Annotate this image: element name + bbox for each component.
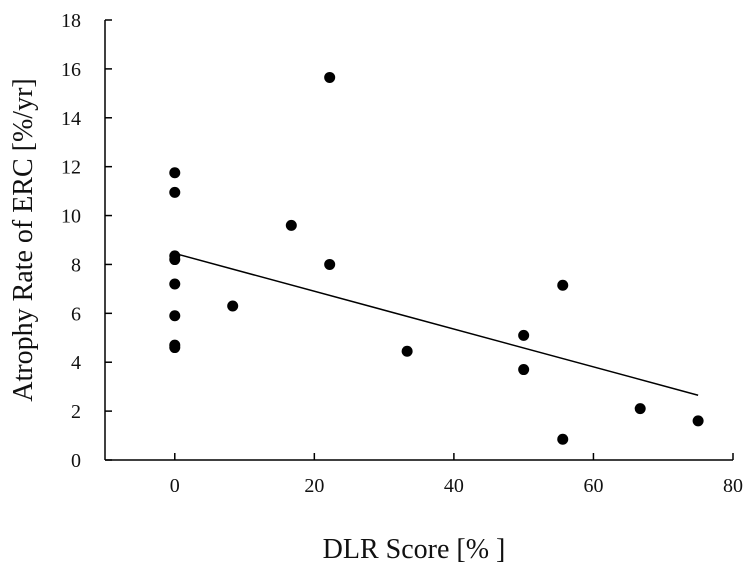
- data-point: [227, 300, 239, 312]
- y-tick-label: 12: [61, 157, 81, 179]
- data-point: [634, 403, 646, 415]
- data-point: [169, 186, 181, 198]
- data-point: [401, 345, 413, 357]
- y-tick-label: 0: [71, 450, 81, 472]
- y-tick-label: 4: [71, 352, 81, 374]
- y-tick-label: 14: [61, 108, 81, 130]
- data-point: [557, 279, 569, 291]
- x-tick-label: 20: [304, 475, 324, 497]
- axes: [104, 20, 733, 461]
- data-point: [169, 167, 181, 179]
- data-point: [169, 342, 181, 354]
- x-ticks: 0 20 40 60 80: [170, 453, 743, 497]
- data-point: [518, 329, 530, 341]
- data-point: [324, 71, 336, 83]
- y-axis-title: Atrophy Rate of ERC [%/yr]: [8, 78, 39, 402]
- data-point: [557, 433, 569, 445]
- y-tick-label: 18: [61, 10, 81, 32]
- x-tick-label: 60: [583, 475, 603, 497]
- y-tick-label: 6: [71, 303, 81, 325]
- y-tick-label: 10: [61, 206, 81, 228]
- data-point: [692, 415, 704, 427]
- y-tick-label: 8: [71, 254, 81, 276]
- y-ticks: 0 2 4 6 8 10 12 14 16 18: [61, 10, 112, 472]
- trend-line: [174, 252, 699, 396]
- data-points: [169, 71, 704, 445]
- x-tick-label: 0: [170, 475, 180, 497]
- data-point: [324, 258, 336, 270]
- y-tick-label: 16: [61, 59, 81, 81]
- data-point: [285, 219, 297, 231]
- x-axis-title: DLR Score [% ]: [323, 534, 506, 565]
- x-tick-label: 40: [444, 475, 464, 497]
- y-tick-label: 2: [71, 401, 81, 423]
- x-tick-label: 80: [723, 475, 743, 497]
- data-point: [518, 364, 530, 376]
- data-point: [169, 278, 181, 290]
- data-point: [169, 310, 181, 322]
- data-point: [169, 254, 181, 266]
- trendline-layer: [174, 252, 699, 396]
